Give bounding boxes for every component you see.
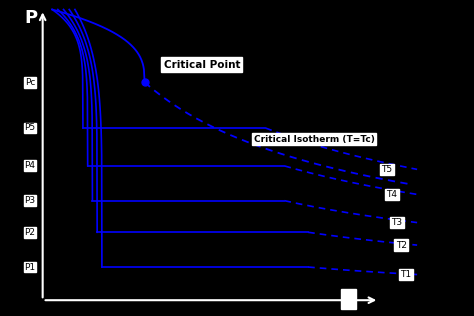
Text: T4: T4 [386, 190, 397, 199]
Text: V: V [341, 290, 356, 308]
Text: T3: T3 [391, 218, 402, 227]
Text: P5: P5 [25, 124, 36, 132]
Text: P1: P1 [25, 263, 36, 271]
Text: T1: T1 [401, 270, 411, 279]
Text: Critical Isotherm (T=Tc): Critical Isotherm (T=Tc) [254, 135, 374, 143]
Text: P4: P4 [25, 161, 36, 170]
Text: Critical Point: Critical Point [164, 59, 240, 70]
Text: Pc: Pc [25, 78, 36, 87]
Text: P: P [24, 9, 37, 27]
Text: T5: T5 [382, 165, 392, 174]
Text: T2: T2 [396, 240, 407, 250]
Text: P2: P2 [25, 228, 36, 237]
Text: P3: P3 [25, 196, 36, 205]
